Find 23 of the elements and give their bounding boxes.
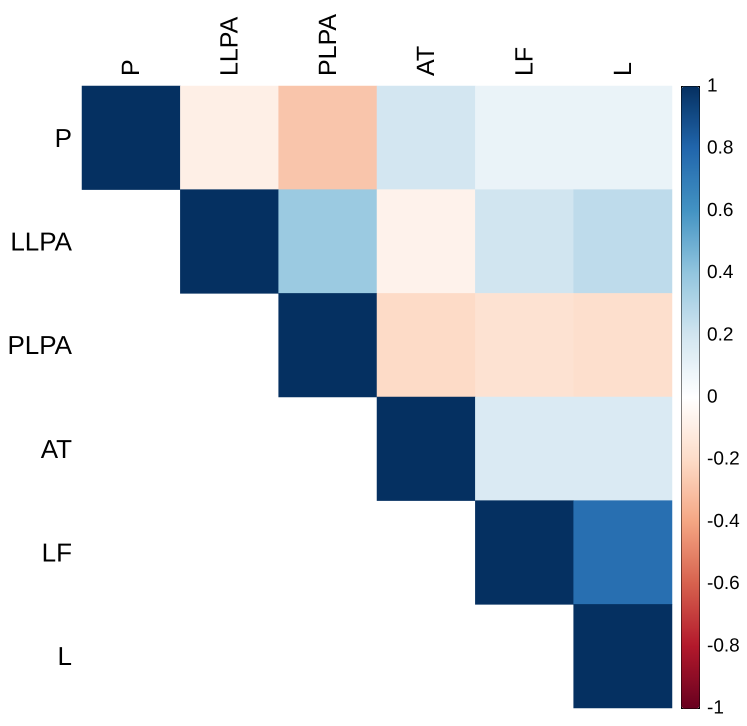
color-bar-label: 1 [707, 76, 718, 96]
y-tick-label: P [54, 122, 72, 153]
color-bar-label: -0.2 [707, 448, 740, 470]
x-tick-label: P [117, 59, 146, 76]
x-tick-label: AT [412, 46, 440, 76]
color-bar-label: 0 [707, 386, 718, 408]
y-tick-label: PLPA [7, 330, 73, 360]
color-bar-label: 0.4 [707, 262, 734, 284]
x-tick-label: PLPA [314, 14, 342, 76]
color-bar-label: 0.8 [707, 138, 734, 159]
y-tick-label: LF [42, 538, 72, 568]
y-tick-label: LLPA [10, 226, 73, 256]
color-bar-label: -0.6 [707, 573, 740, 594]
y-tick-label: L [58, 641, 72, 672]
x-tick-label: LLPA [216, 16, 244, 76]
color-bar-label: 0.2 [707, 324, 734, 346]
x-tick-label: LF [510, 46, 538, 76]
color-bar-label: -0.8 [707, 635, 740, 656]
y-tick-label: AT [40, 434, 72, 464]
color-bar-label: -1 [707, 698, 724, 718]
color-bar-label: 0.6 [707, 200, 734, 221]
x-tick-label: L [608, 62, 637, 76]
color-bar-label: -0.4 [707, 510, 740, 532]
